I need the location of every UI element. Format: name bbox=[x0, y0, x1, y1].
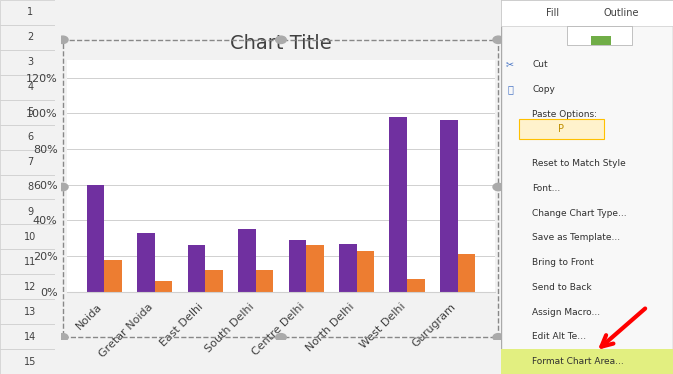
Bar bbox=[205, 270, 223, 292]
Bar bbox=[0, 50, 55, 75]
Circle shape bbox=[493, 334, 503, 341]
Text: 13: 13 bbox=[24, 307, 36, 317]
Text: 15: 15 bbox=[24, 356, 36, 367]
Bar bbox=[104, 260, 122, 292]
Text: 11: 11 bbox=[24, 257, 36, 267]
Bar bbox=[0, 100, 55, 125]
Text: 10: 10 bbox=[24, 232, 36, 242]
Text: 8: 8 bbox=[28, 182, 34, 192]
Text: 14: 14 bbox=[24, 332, 36, 341]
Text: Send to Back: Send to Back bbox=[532, 283, 592, 292]
Circle shape bbox=[57, 334, 68, 341]
Bar bbox=[0, 175, 55, 199]
Text: Assign Macro...: Assign Macro... bbox=[532, 308, 600, 317]
Text: 6: 6 bbox=[28, 132, 34, 142]
Bar bbox=[501, 349, 673, 374]
Text: Cut: Cut bbox=[532, 60, 548, 69]
Text: Bring to Front: Bring to Front bbox=[532, 258, 594, 267]
Circle shape bbox=[57, 183, 68, 191]
Text: Edit Alt Te…: Edit Alt Te… bbox=[532, 332, 586, 341]
Text: 7: 7 bbox=[27, 157, 34, 167]
Bar bbox=[501, 0, 673, 26]
Bar bbox=[289, 240, 306, 292]
Bar bbox=[458, 254, 475, 292]
Bar bbox=[137, 233, 155, 292]
Title: Chart Title: Chart Title bbox=[230, 34, 332, 53]
Bar bbox=[0, 274, 55, 299]
Bar bbox=[0, 150, 55, 175]
Bar bbox=[407, 279, 425, 292]
Text: 5: 5 bbox=[27, 107, 34, 117]
Text: Format Chart Area...: Format Chart Area... bbox=[532, 357, 624, 366]
Bar bbox=[0, 199, 55, 224]
Text: 1: 1 bbox=[28, 7, 34, 18]
Bar bbox=[0, 224, 55, 249]
Bar bbox=[591, 36, 611, 45]
Text: Copy: Copy bbox=[532, 85, 555, 94]
Text: Paste Options:: Paste Options: bbox=[532, 110, 597, 119]
Bar bbox=[0, 249, 55, 274]
Text: 2: 2 bbox=[27, 33, 34, 42]
Bar bbox=[339, 243, 357, 292]
Text: 12: 12 bbox=[24, 282, 36, 292]
Bar bbox=[155, 281, 172, 292]
Circle shape bbox=[276, 334, 286, 341]
Text: Reset to Match Style: Reset to Match Style bbox=[532, 159, 626, 168]
Bar bbox=[188, 245, 205, 292]
Text: Font...: Font... bbox=[532, 184, 561, 193]
Bar bbox=[87, 185, 104, 292]
Text: ⎘: ⎘ bbox=[507, 85, 513, 95]
Text: ✂: ✂ bbox=[506, 60, 514, 70]
Circle shape bbox=[276, 36, 286, 43]
Bar bbox=[0, 299, 55, 324]
Text: 4: 4 bbox=[28, 82, 34, 92]
Text: Change Chart Type...: Change Chart Type... bbox=[532, 209, 627, 218]
Text: P: P bbox=[559, 124, 565, 134]
Bar bbox=[238, 229, 256, 292]
Text: 9: 9 bbox=[28, 207, 34, 217]
Bar bbox=[0, 75, 55, 100]
Bar bbox=[0, 324, 55, 349]
Bar bbox=[390, 117, 407, 292]
Text: 3: 3 bbox=[28, 57, 34, 67]
Circle shape bbox=[493, 183, 503, 191]
Bar bbox=[0, 125, 55, 150]
Text: Save as Template...: Save as Template... bbox=[532, 233, 621, 242]
Circle shape bbox=[57, 36, 68, 43]
Text: Outline: Outline bbox=[604, 8, 639, 18]
Bar bbox=[0, 0, 55, 25]
Bar bbox=[518, 119, 604, 139]
Bar bbox=[0, 25, 55, 50]
Bar bbox=[0, 349, 55, 374]
Bar bbox=[357, 251, 374, 292]
Bar bbox=[440, 120, 458, 292]
Bar bbox=[306, 245, 324, 292]
Circle shape bbox=[493, 36, 503, 43]
Bar bbox=[256, 270, 273, 292]
Bar bbox=[567, 26, 632, 45]
Text: Fill: Fill bbox=[546, 8, 559, 18]
